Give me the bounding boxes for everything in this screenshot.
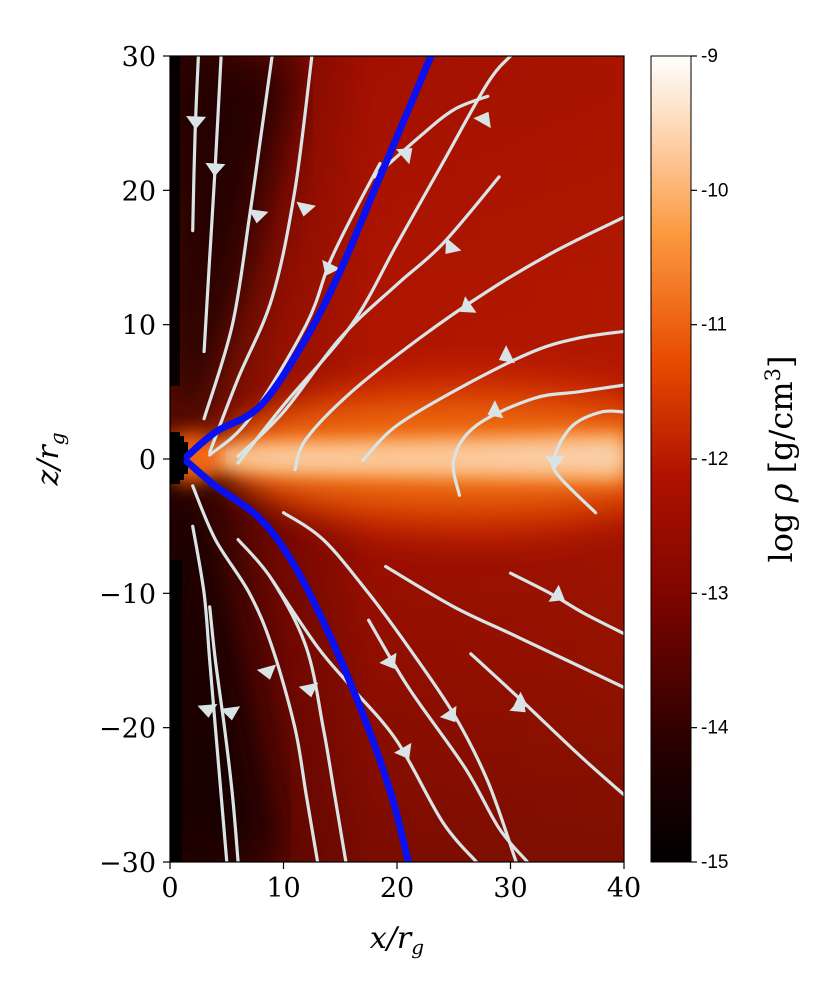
colorbar-ticks: -9 -10 -11 -12 -13 -14 -15	[691, 46, 729, 873]
funnel-boundary-upper	[183, 56, 435, 460]
streamline-arrow-11	[487, 400, 504, 419]
streamline-12	[550, 409, 624, 515]
y-axis-label: z/rg	[31, 432, 69, 486]
streamline-arrow-15	[220, 706, 241, 721]
colorbar	[650, 55, 692, 863]
streamline-arrow-6	[445, 237, 462, 254]
x-tick-label: 20	[380, 873, 414, 904]
streamline-arrow-18	[394, 742, 412, 760]
y-tick-label: 20	[122, 176, 156, 207]
colorbar-tick-label: -11	[701, 315, 727, 336]
streamline-14	[191, 524, 229, 862]
streamline-arrow-1	[186, 116, 207, 130]
x-tick-label: 30	[493, 873, 527, 904]
streamline-arrow-7	[473, 111, 491, 129]
x-axis-label: x/rg	[370, 921, 424, 959]
colorbar-tick-label: -13	[701, 583, 728, 604]
streamline-6	[236, 175, 501, 458]
funnel-boundary-lower	[183, 458, 412, 862]
colorbar-label: log ρ [g/cm3]	[761, 355, 800, 562]
streamline-arrow-12	[544, 456, 565, 470]
y-tick-label: 30	[122, 42, 156, 73]
colorbar-tick-label: -15	[701, 852, 728, 873]
y-tick-label: 10	[122, 311, 156, 342]
streamline-11	[451, 383, 624, 497]
colorbar-tick-label: -9	[701, 46, 718, 67]
streamline-arrow-17	[439, 705, 457, 723]
streamline-arrow-5	[322, 259, 341, 276]
streamline-17	[281, 511, 518, 862]
streamline-arrow-3	[248, 209, 269, 224]
y-tick-label: 0	[139, 445, 156, 476]
streamline-8	[372, 94, 490, 179]
streamlines	[186, 56, 624, 862]
streamline-arrow-4	[296, 201, 316, 217]
y-tick-label: −30	[99, 848, 156, 879]
streamline-4	[208, 56, 314, 454]
streamline-arrow-2	[205, 162, 226, 177]
colorbar-tick-label: -14	[701, 718, 729, 739]
streamline-9	[293, 215, 624, 472]
streamline-arrow-13	[256, 664, 277, 680]
streamline-arrow-14	[197, 704, 218, 718]
x-tick-label: 10	[266, 873, 300, 904]
streamline-22	[508, 571, 624, 636]
streamline-21	[469, 652, 624, 797]
streamline-15	[208, 605, 240, 862]
streamline-arrow-21	[509, 696, 526, 713]
x-tick-label: 40	[607, 873, 641, 904]
y-tick-label: −10	[99, 579, 156, 610]
streamline-3	[202, 56, 274, 421]
streamline-arrow-16	[298, 682, 319, 698]
streamline-arrow-22	[548, 584, 565, 602]
streamline-10	[361, 329, 624, 462]
streamline-arrow-9	[460, 296, 477, 313]
streamline-arrow-10	[498, 345, 515, 364]
streamline-7	[236, 56, 513, 465]
colorbar-tick-label: -12	[701, 449, 728, 470]
streamline-2	[202, 56, 223, 354]
streamline-arrow-8	[396, 148, 413, 165]
x-tick-label: 0	[161, 873, 178, 904]
streamline-arrow-19	[379, 652, 397, 669]
streamline-20	[384, 564, 624, 689]
funnel-boundary	[183, 56, 435, 862]
y-axis-ticks: 30 20 10 0 −10 −20 −30	[99, 42, 170, 879]
streamline-13	[191, 484, 320, 862]
x-axis-ticks: 0 10 20 30 40	[161, 862, 641, 904]
colorbar-tick-label: -10	[701, 180, 728, 201]
streamline-1	[191, 56, 200, 233]
streamline-18	[270, 578, 479, 862]
y-tick-label: −20	[99, 714, 156, 745]
